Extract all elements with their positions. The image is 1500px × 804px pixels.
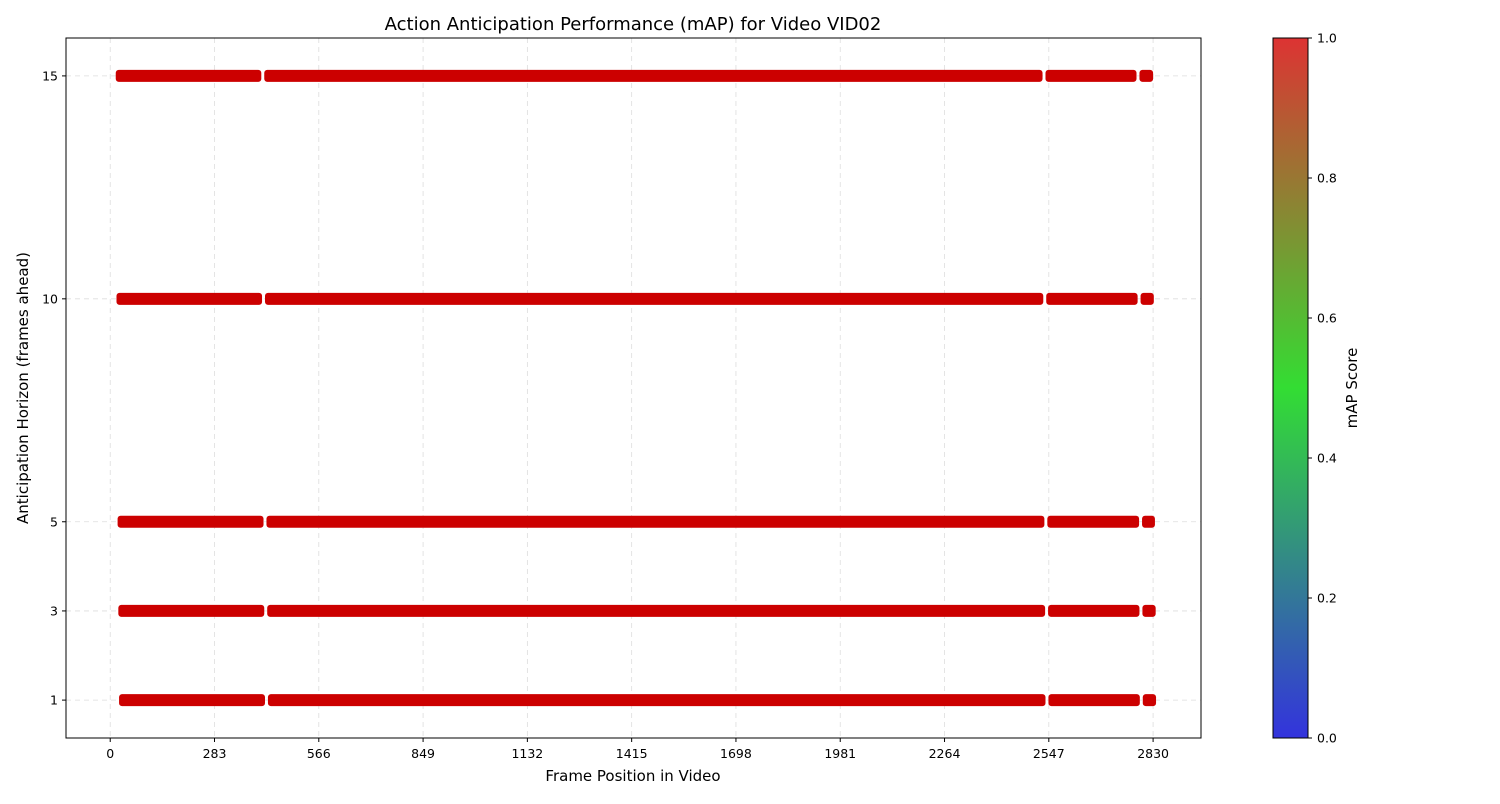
y-axis: 1 3 5 10 15 [42, 68, 66, 708]
colorbar-tick-label: 0.0 [1317, 731, 1337, 746]
x-tick-label: 566 [307, 746, 331, 761]
colorbar-ticks: 0.0 0.2 0.4 0.6 0.8 1.0 [1308, 31, 1337, 746]
colorbar-tick-label: 1.0 [1317, 31, 1337, 46]
x-tick-label: 1415 [616, 746, 648, 761]
data-point-band-h10 [1046, 292, 1138, 305]
data-point-band-h3 [1142, 604, 1156, 617]
data-point-band-h10 [264, 292, 1044, 305]
data-point-band-h5 [1142, 515, 1155, 528]
chart-title: Action Anticipation Performance (mAP) fo… [385, 14, 882, 35]
data-point-band-h3 [1048, 604, 1140, 617]
colorbar-gradient [1272, 37, 1309, 739]
x-axis-label: Frame Position in Video [545, 767, 720, 785]
grid-layer [66, 38, 1201, 738]
colorbar-tick-label: 0.8 [1317, 171, 1337, 186]
data-point-band-h5 [117, 515, 264, 528]
data-point-band-h1 [267, 694, 1046, 707]
data-point-band-h10 [1140, 292, 1154, 305]
x-tick-label: 1132 [511, 746, 543, 761]
data-point-band-h10 [116, 292, 263, 305]
data-point-band-h15 [1139, 69, 1154, 82]
data-point-band-h5 [266, 515, 1045, 528]
data-point-band-h15 [115, 69, 262, 82]
x-tick-label: 2264 [929, 746, 961, 761]
y-tick-label: 10 [42, 291, 58, 306]
data-point-band-h5 [1047, 515, 1140, 528]
colorbar-tick-label: 0.2 [1317, 591, 1337, 606]
data-point-band-h1 [1142, 694, 1157, 707]
x-tick-label: 1981 [824, 746, 856, 761]
data-point-band-h15 [1045, 69, 1137, 82]
x-tick-label: 1698 [720, 746, 752, 761]
data-layer [115, 69, 1157, 707]
data-point-band-h1 [119, 694, 265, 707]
colorbar-tick-label: 0.4 [1317, 451, 1337, 466]
data-point-band-h15 [264, 69, 1043, 82]
data-point-band-h3 [267, 604, 1046, 617]
colorbar-tick-label: 0.6 [1317, 311, 1337, 326]
y-tick-label: 15 [42, 68, 58, 83]
x-tick-label: 2830 [1137, 746, 1169, 761]
y-tick-label: 3 [50, 603, 58, 618]
x-tick-label: 0 [106, 746, 114, 761]
x-axis: 0 283 566 849 1132 1415 1698 1981 2264 2547 2830 [106, 738, 1169, 761]
data-point-band-h3 [118, 604, 265, 617]
plot-frame [65, 37, 1202, 739]
y-axis-label: Anticipation Horizon (frames ahead) [14, 252, 32, 524]
y-tick-label: 1 [50, 693, 58, 708]
colorbar: 0.0 0.2 0.4 0.6 0.8 1.0 mAP Score [1272, 31, 1361, 746]
x-tick-label: 283 [203, 746, 227, 761]
x-tick-label: 849 [411, 746, 435, 761]
x-tick-label: 2547 [1033, 746, 1065, 761]
y-tick-label: 5 [50, 514, 58, 529]
colorbar-label: mAP Score [1343, 348, 1361, 429]
data-point-band-h1 [1048, 694, 1140, 707]
